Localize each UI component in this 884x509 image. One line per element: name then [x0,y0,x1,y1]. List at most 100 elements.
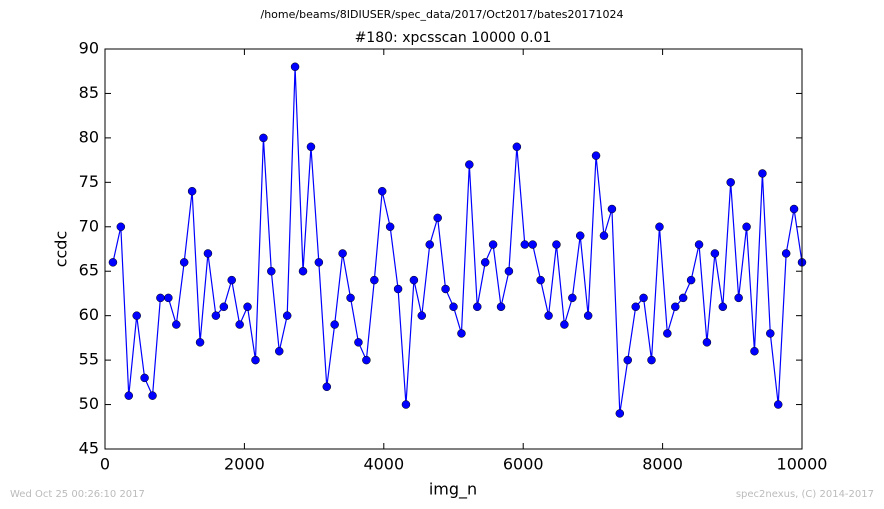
x-tick-label: 10000 [777,455,828,474]
data-point [552,240,561,249]
data-point [528,240,537,249]
y-tick-label: 45 [79,439,99,458]
y-tick-label: 55 [79,350,99,369]
suptitle: /home/beams/8IDIUSER/spec_data/2017/Oct2… [261,8,624,21]
data-point [267,266,276,276]
data-point [219,302,229,312]
data-point [647,355,656,365]
data-point [203,249,213,258]
data-point [504,266,514,276]
data-point [671,302,680,312]
data-point [623,355,632,365]
y-tick-label: 90 [79,39,99,58]
y-tick-label: 80 [79,127,99,146]
data-point [449,302,458,312]
data-point [631,302,640,312]
data-point [488,240,498,249]
data-point [702,338,712,347]
data-point [148,391,157,400]
data-point [536,275,545,285]
data-point [544,311,553,320]
x-tick-label: 0 [100,455,110,474]
data-point [195,338,205,347]
data-point [314,258,324,267]
data-point [377,186,387,196]
data-point [710,249,720,258]
data-point [473,302,482,312]
y-tick-label: 60 [79,305,99,324]
x-axis-label: img_n [429,480,477,500]
data-point [417,311,427,320]
data-point [425,240,434,249]
data-point [124,391,134,400]
data-point [773,400,783,409]
data-point [251,355,260,365]
data-point [465,160,474,169]
data-point [259,133,268,143]
data-point [385,222,395,232]
data-point [686,275,696,285]
data-point [330,320,339,329]
data-point [227,275,236,285]
data-point [362,355,371,365]
data-point [132,311,141,320]
y-tick-label: 50 [79,394,99,413]
data-point [370,275,379,285]
data-point [789,204,799,214]
data-point [568,293,577,303]
data-point [322,382,332,392]
x-tick-label: 6000 [503,455,544,474]
y-tick-label: 85 [79,83,99,102]
chart-title: #180: xpcsscan 10000 0.01 [355,30,552,46]
data-point [607,204,617,214]
data-point [433,213,442,223]
data-point [726,178,735,187]
footer-left: Wed Oct 25 00:26:10 2017 [10,489,145,500]
x-tick-label: 4000 [363,455,404,474]
data-point [401,400,411,409]
data-point [108,258,118,267]
data-point [583,311,593,320]
data-point [496,302,506,312]
data-point [742,222,751,232]
y-tick-label: 70 [79,216,99,235]
data-point [354,338,363,347]
data-point [282,311,292,320]
data-point [560,320,569,329]
data-point [718,302,728,312]
data-point [211,311,221,320]
data-point [441,284,450,294]
footer-right: spec2nexus, (C) 2014-2017 [736,489,874,500]
series-line [112,66,803,414]
data-point [750,346,759,356]
data-point [639,293,648,303]
data-point [599,231,609,240]
data-point [615,409,625,418]
y-tick-label: 65 [79,261,99,280]
data-point [655,222,664,232]
data-point [290,62,300,72]
data-point [187,186,197,196]
plot-frame [104,48,803,450]
data-point [275,346,284,356]
x-tick-label: 8000 [642,455,683,474]
x-tick-label: 2000 [224,455,265,474]
data-point [306,142,316,152]
data-point [766,329,775,338]
data-point [781,249,791,258]
data-point [409,275,419,285]
data-point [179,258,189,267]
data-point [758,169,767,178]
data-point [235,320,244,329]
data-point [457,329,466,338]
data-point [172,320,181,329]
data-point [663,329,672,338]
data-point [338,249,347,258]
data-point [678,293,688,303]
data-point [393,284,403,294]
data-point [140,373,149,383]
data-point [116,222,126,232]
y-axis-label: ccdc [52,231,71,268]
data-point [156,293,165,303]
